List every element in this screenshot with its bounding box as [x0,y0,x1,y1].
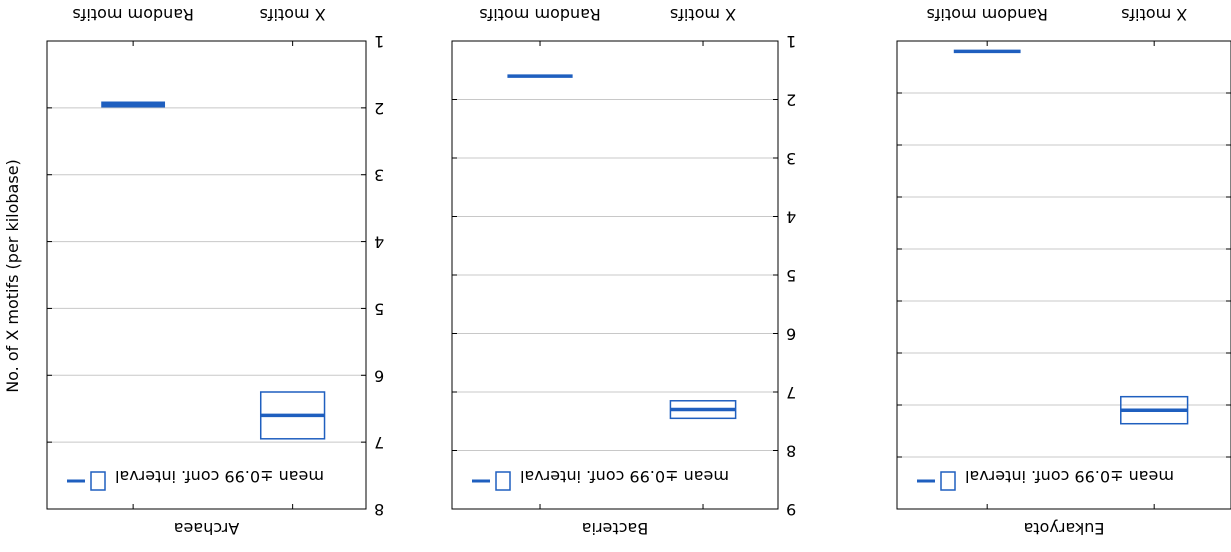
y-tick-label: 6 [374,366,384,385]
legend-label: mean ±0.99 conf. interval [115,467,324,486]
legend-swatch-box [940,471,956,491]
y-tick-label: 4 [786,208,796,227]
y-tick-label: 8 [374,500,384,519]
legend: mean ±0.99 conf. interval [472,467,729,491]
y-tick-label: 7 [786,383,796,402]
x-category-label: X motifs [670,5,736,24]
y-axis-label: No. of X motifs (per kilobase) [3,159,22,393]
chart-panel-bacteria: 1 2 3 4 5 6 7 8 9 X motifs Random motifs Bacteria me… [451,5,796,538]
y-tick-label: 4 [374,233,384,252]
legend-label: mean ±0.99 conf. interval [520,467,729,486]
x-category-label: X motifs [1121,5,1187,24]
x-category-label: Random motifs [72,5,193,24]
plot-frame [896,40,1231,510]
x-category-label: Random motifs [926,5,1047,24]
y-tick-label: 2 [786,91,796,110]
legend: mean ±0.99 conf. interval [917,467,1174,491]
y-tick-label: 2 [374,99,384,118]
legend: mean ±0.99 conf. interval [67,467,324,491]
y-tick-label: 3 [786,149,796,168]
chart-panel-archaea: 1 2 3 4 5 6 7 8 X motifs Random motifs Archaea mean… [46,5,384,538]
y-tick-label: 7 [374,433,384,452]
x-category-label: X motifs [260,5,326,24]
legend-swatch-box [495,471,511,491]
legend-swatch-box [90,471,106,491]
y-tick-label: 5 [786,266,796,285]
panel-title: Bacteria [582,519,649,538]
y-tick-label: 5 [374,299,384,318]
y-tick-label: 3 [374,166,384,185]
chart-panel-eukaryota: 1.52.02.53.03.54.04.55.05.56.0X motifsRa… [896,5,1231,538]
panel-title: Archaea [174,519,240,538]
y-tick-label: 6 [786,325,796,344]
y-tick-label: 1 [374,32,384,51]
y-tick-label: 1 [786,32,796,51]
y-tick-label: 8 [786,442,796,461]
legend-label: mean ±0.99 conf. interval [965,467,1174,486]
panel-title: Eukaryota [1024,519,1105,538]
x-category-label: Random motifs [479,5,600,24]
y-tick-label: 9 [786,500,796,519]
plot-frame [46,40,367,510]
